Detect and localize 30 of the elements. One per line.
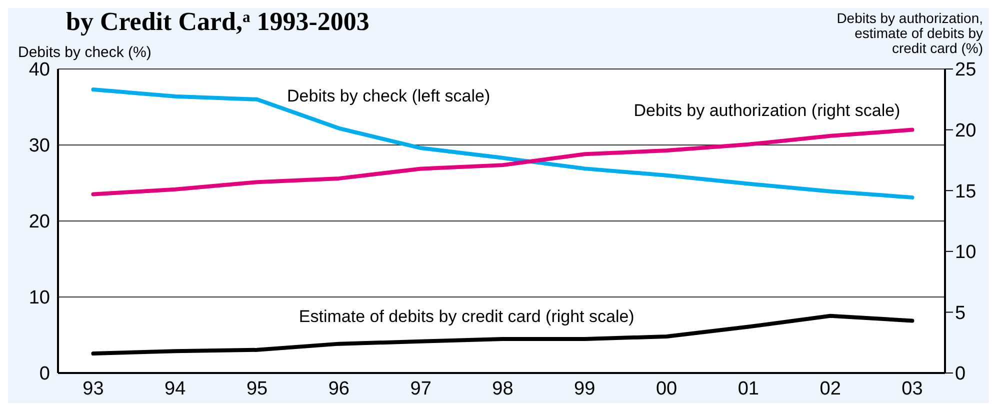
line-series [91,128,914,196]
line-series [91,88,914,200]
x-tick-label: 93 [82,378,104,400]
y-tick-label: 40 [28,60,50,81]
y-tick-label: 0 [39,364,50,385]
x-tick-label: 01 [738,378,760,400]
x-tick-label: 99 [574,378,596,400]
x-tick-label: 97 [410,378,432,400]
y2-tick-label: 0 [955,364,966,385]
y2-tick-label: 10 [955,242,976,264]
x-tick-label: 96 [328,378,350,400]
series-label: Estimate of debits by credit card (right scale) [298,306,634,326]
y2-axis-title: Debits by authorization, estimate of debits by credit card (%) [836,10,983,56]
x-tick-label: 95 [246,378,268,400]
x-tick-label: 03 [902,378,923,400]
y2-tick-label: 15 [955,181,976,202]
x-tick-label: 00 [656,378,678,400]
x-tick-label: 02 [820,378,841,400]
y2-tick-label: 5 [955,302,966,324]
x-tick-label: 98 [492,378,514,400]
y-tick-label: 30 [28,136,50,157]
series-label: Debits by authorization (right scale) [634,100,900,120]
y2-tick-label: 20 [955,120,976,142]
x-tick-label: 94 [164,378,186,400]
y-tick-label: 20 [28,212,50,233]
y-axis-title: Debits by check (%) [18,44,152,61]
y2-tick-label: 25 [955,60,976,81]
chart-title: by Credit Card,$^{a}$ 1993-2003 [66,7,370,36]
y-tick-label: 10 [28,288,50,309]
series-label: Debits by check (left scale) [287,86,490,106]
